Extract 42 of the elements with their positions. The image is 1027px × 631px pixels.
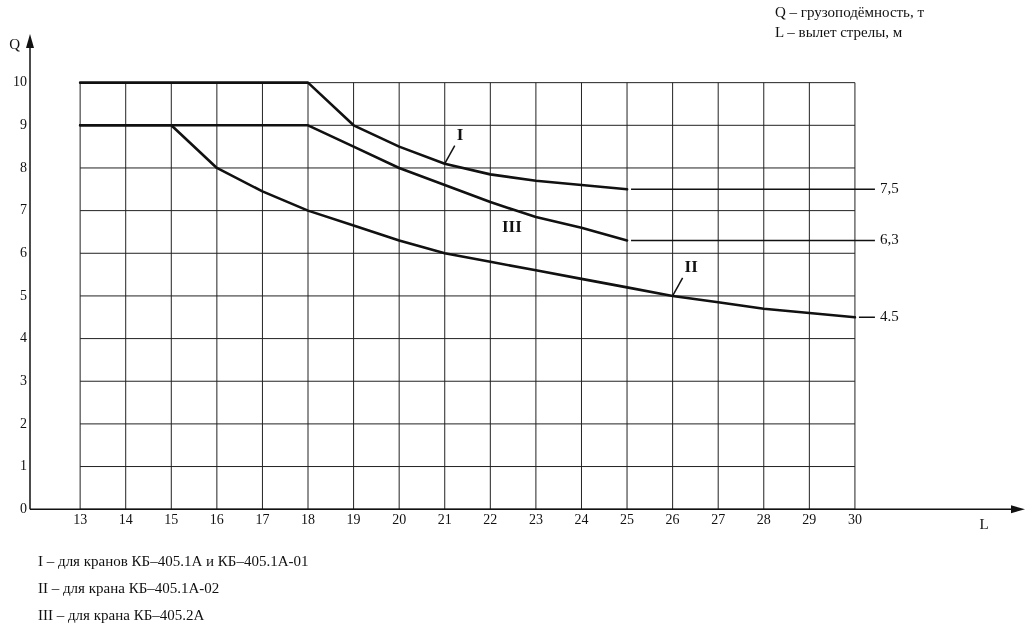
- x-tick-label: 28: [756, 512, 771, 528]
- x-tick-label: 20: [392, 512, 407, 528]
- text: L – вылет стрелы, м: [775, 23, 904, 42]
- y-tick-label: 5: [20, 287, 27, 303]
- text: II – для крана КБ–405.1А-02: [38, 579, 221, 598]
- x-tick-label: 17: [255, 512, 270, 528]
- y-tick-label: 0: [20, 500, 27, 516]
- x-tick-label: 25: [620, 512, 635, 528]
- series-label: I: [456, 124, 464, 144]
- y-tick-label: 6: [20, 244, 27, 260]
- data-label: 4.5: [879, 308, 899, 325]
- x-tick-label: 29: [802, 512, 817, 528]
- y-axis-title: Q: [9, 35, 21, 52]
- text: Q – грузоподёмность, т: [775, 3, 925, 22]
- x-tick-label: 27: [711, 512, 726, 528]
- x-tick-label: 14: [118, 512, 133, 528]
- x-tick-label: 18: [301, 512, 316, 528]
- x-tick-label: 30: [847, 512, 862, 528]
- x-tick-label: 16: [209, 512, 224, 528]
- y-tick-label: 2: [20, 415, 27, 431]
- y-tick-label: 3: [20, 372, 27, 388]
- series-label: III: [501, 216, 523, 236]
- x-tick-label: 24: [574, 512, 589, 528]
- y-tick-label: 10: [13, 74, 27, 90]
- x-tick-label: 22: [483, 512, 498, 528]
- y-tick-label: 1: [20, 458, 27, 474]
- x-tick-label: 21: [437, 512, 452, 528]
- text: I – для кранов КБ–405.1А и КБ–405.1А-01: [38, 552, 309, 571]
- y-tick-label: 7: [20, 202, 27, 218]
- x-axis-title: L: [979, 516, 989, 533]
- x-tick-label: 15: [164, 512, 179, 528]
- y-tick-label: 9: [20, 116, 27, 132]
- data-label: 7,5: [879, 180, 899, 197]
- x-tick-label: 23: [528, 512, 543, 528]
- text: III – для крана КБ–405.2А: [38, 606, 206, 625]
- data-label: 6,3: [879, 231, 899, 248]
- series-label: II: [684, 256, 699, 276]
- x-tick-label: 13: [73, 512, 88, 528]
- x-tick-label: 26: [665, 512, 680, 528]
- x-tick-label: 19: [346, 512, 361, 528]
- y-tick-label: 8: [20, 159, 27, 175]
- y-tick-label: 4: [20, 330, 27, 346]
